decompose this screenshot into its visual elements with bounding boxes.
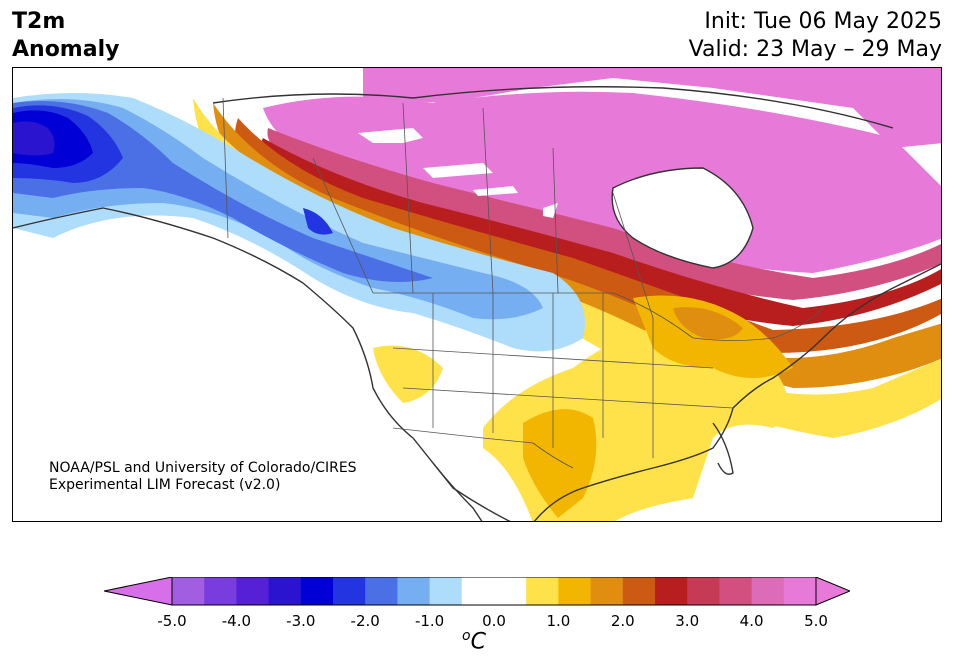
anomaly-greatlakes-core [673, 307, 743, 340]
colorbar-swatch [204, 577, 237, 605]
border-alaska [222, 97, 229, 239]
colorbar-unit: oC [462, 628, 486, 655]
border-canada-us [373, 292, 824, 341]
coastline-arctic [212, 86, 894, 129]
title-line-2: Anomaly [12, 37, 120, 62]
title-line-1: T2m [12, 9, 66, 34]
init-date: Init: Tue 06 May 2025 [704, 9, 942, 34]
anomaly-map [13, 68, 941, 521]
anomaly-southern-core [523, 409, 597, 518]
colorbar-swatch [268, 577, 302, 605]
colorbar-swatch [397, 577, 431, 605]
ice-patch [423, 163, 493, 178]
coastline-baja [432, 462, 483, 521]
credit-line-1: NOAA/PSL and University of Colorado/CIRE… [49, 460, 357, 476]
border-province [402, 102, 414, 294]
anomaly-cold-pocket [303, 208, 333, 235]
colorbar-tick-label: -3.0 [286, 612, 316, 630]
colorbar-extend-high [815, 577, 850, 606]
colorbar-swatch [333, 577, 366, 605]
border-us-mexico [392, 427, 574, 469]
anomaly-contour-high [263, 91, 941, 273]
colorbar-tick-label: 4.0 [739, 612, 764, 630]
hudson-bay [612, 168, 753, 268]
colorbar-tick-label: -2.0 [350, 612, 380, 630]
colorbar-swatch [526, 577, 559, 605]
date-info: Init: Tue 06 May 2025 Valid: 23 May – 29… [689, 8, 942, 64]
colorbar-swatch [236, 577, 270, 605]
credit-text: NOAA/PSL and University of Colorado/CIRE… [49, 460, 357, 494]
coastline-gulf [533, 263, 941, 521]
anomaly-contour-5 [363, 68, 941, 148]
colorbar-swatch [590, 577, 624, 605]
border-state [392, 347, 714, 369]
colorbar-border [171, 577, 817, 606]
colorbar-swatch [655, 577, 688, 605]
credit-line-2: Experimental LIM Forecast (v2.0) [49, 477, 281, 493]
anomaly-west-warm [373, 345, 443, 403]
valid-range: Valid: 23 May – 29 May [688, 37, 942, 62]
colorbar-tick-label: 1.0 [546, 612, 571, 630]
colorbar [104, 577, 850, 606]
anomaly-cold-2 [13, 100, 433, 282]
colorbar-tick-label: -1.0 [414, 612, 445, 630]
colorbar-tick-label: 3.0 [675, 612, 700, 630]
colorbar-swatch [172, 577, 205, 605]
colorbar-swatch [622, 577, 656, 605]
colorbar-swatch [429, 577, 463, 605]
colorbar-swatch [783, 577, 817, 605]
colorbar-swatch [300, 577, 334, 605]
anomaly-cold-5 [13, 121, 55, 156]
colorbar-swatch [687, 577, 720, 605]
colorbar-swatch [494, 577, 527, 605]
anomaly-contour-3 [260, 138, 941, 326]
anomaly-contour-4 [267, 128, 941, 300]
colorbar-tick-label: 5.0 [804, 612, 828, 630]
colorbar-swatch [461, 577, 495, 605]
ice-patch [473, 186, 518, 196]
border-province [312, 157, 374, 294]
colorbar-swatch [719, 577, 753, 605]
coastline-hudson [611, 167, 754, 269]
map-title: T2m Anomaly [12, 8, 119, 64]
colorbar-swatch [558, 577, 592, 605]
colorbar-tick-label: -5.0 [157, 612, 187, 630]
coastline-florida [712, 422, 734, 475]
anomaly-contour-2 [234, 118, 941, 353]
anomaly-contour-1-5 [213, 103, 941, 388]
border-state [402, 387, 734, 409]
map-panel [12, 67, 942, 522]
border-province [612, 192, 654, 319]
border-province [552, 147, 559, 294]
colorbar-tick-label: 0.0 [482, 612, 506, 630]
border-province [482, 107, 494, 294]
ice-patch [543, 203, 558, 218]
anomaly-contour-1 [193, 98, 941, 438]
colorbar-tick-label: 2.0 [610, 612, 635, 630]
colorbar-extend-low [104, 577, 173, 606]
ice-patch [358, 128, 423, 143]
colorbar-swatch [751, 577, 785, 605]
colorbar-swatch [365, 577, 398, 605]
colorbar-tick-label: -4.0 [221, 612, 252, 630]
